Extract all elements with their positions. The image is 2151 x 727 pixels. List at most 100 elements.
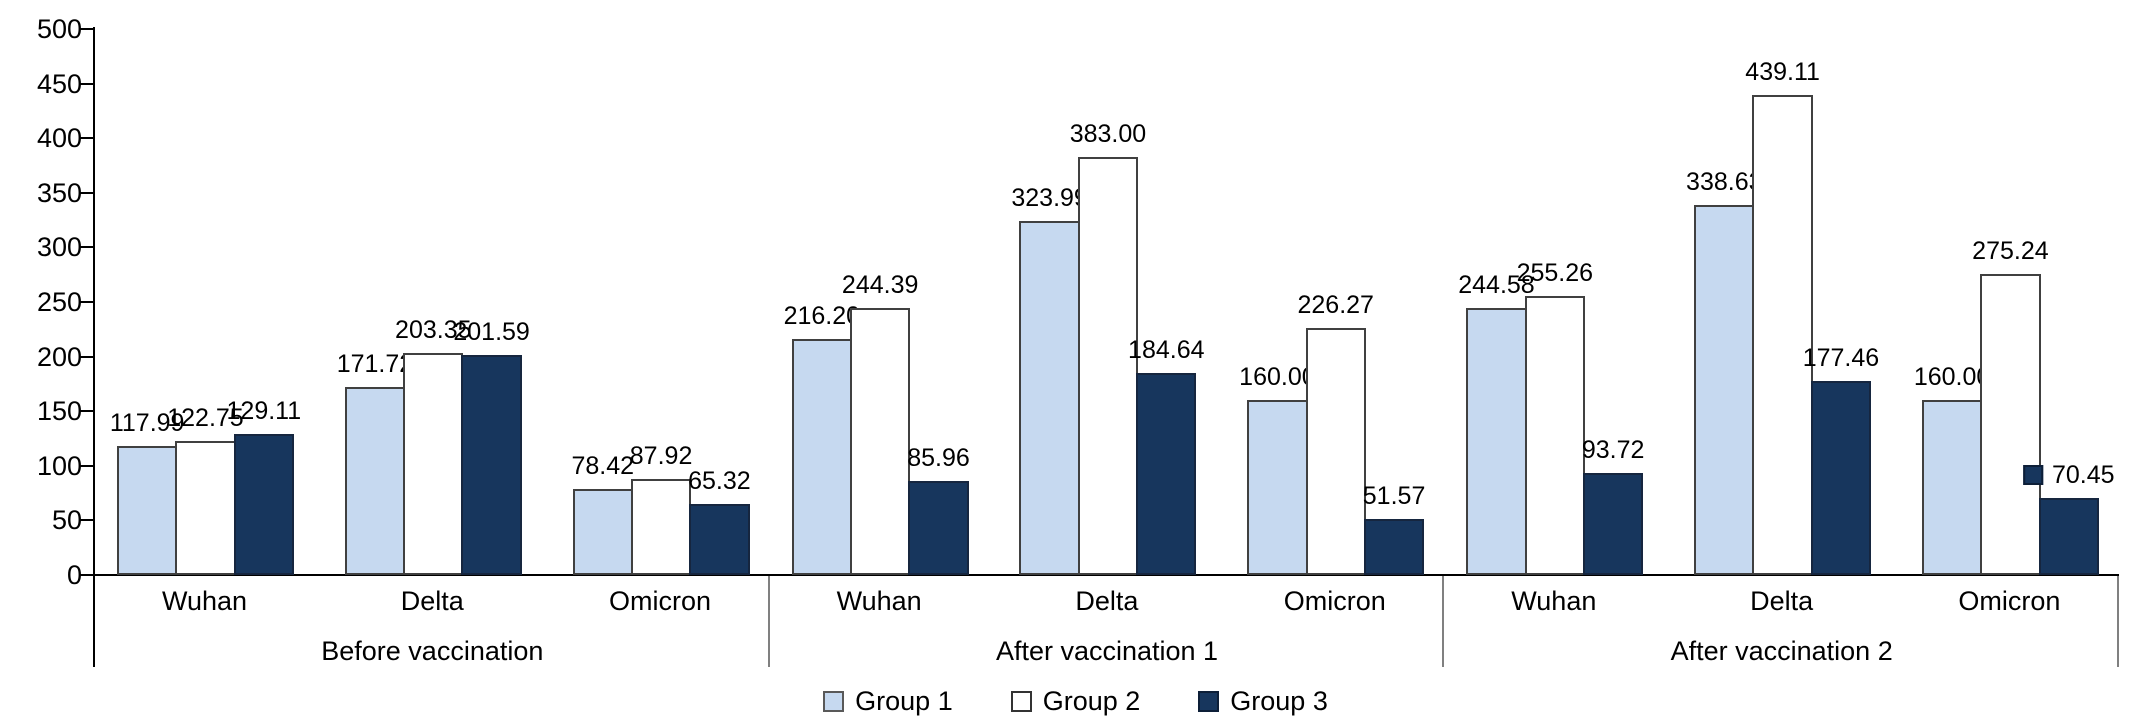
data-label-text: 129.11 [226, 397, 302, 425]
category-label: Delta [400, 586, 464, 616]
bar [1752, 95, 1813, 575]
data-label-text: 275.24 [1972, 237, 2049, 266]
data-label: 383.00 [1070, 119, 1146, 149]
data-label-text: 171.72 [336, 350, 414, 379]
data-label-text: 244.39 [841, 271, 919, 300]
bar [117, 446, 178, 575]
data-label: 275.24 [1972, 236, 2048, 266]
bar [233, 434, 294, 575]
bar [1019, 221, 1080, 575]
bar [2038, 498, 2099, 575]
bar [175, 440, 236, 575]
bar [344, 387, 406, 575]
legend-swatch-icon [823, 690, 845, 712]
data-label-text: 160.00 [1913, 363, 1991, 392]
data-label: 203.35 [395, 315, 471, 345]
data-label: 201.59 [453, 317, 529, 347]
data-label: 184.64 [1128, 335, 1204, 365]
category-label: Delta [1750, 586, 1814, 616]
data-label-text: 203.35 [395, 315, 472, 344]
data-label: 65.32 [688, 466, 751, 496]
data-label-text: 117.99 [109, 409, 185, 438]
y-tick-label: 250 [36, 287, 82, 317]
section-divider [2117, 576, 2119, 667]
legend-label: Group 1 [855, 686, 953, 716]
x-axis-line [93, 574, 2119, 576]
bar [1305, 327, 1366, 575]
data-label: 117.99 [110, 408, 185, 438]
section-divider [1442, 576, 1445, 667]
bar [1810, 381, 1872, 575]
y-tick-label: 300 [36, 232, 82, 263]
y-tick-label: 350 [36, 177, 82, 208]
data-label: 226.27 [1298, 290, 1374, 320]
category-label: Wuhan [1511, 586, 1597, 616]
category-label: Omicron [1283, 586, 1386, 616]
data-label: 323.99 [1011, 183, 1087, 213]
data-label: 93.72 [1582, 435, 1645, 465]
data-label-text: 78.42 [571, 452, 635, 481]
bar [1582, 472, 1644, 575]
y-axis-tick [80, 28, 93, 30]
y-tick-label: 450 [36, 68, 82, 99]
bar [1136, 373, 1197, 575]
data-label: 85.96 [907, 443, 970, 473]
data-label-text: 383.00 [1069, 119, 1147, 148]
y-axis-line [93, 27, 95, 667]
bar [1363, 518, 1425, 575]
y-tick-label: 150 [36, 396, 82, 427]
data-label-text: 184.64 [1128, 336, 1205, 365]
section-divider [767, 576, 770, 667]
data-label: 70.45 [2022, 460, 2115, 490]
data-label: 160.00 [1914, 362, 1990, 392]
bar [791, 338, 852, 575]
section-label: After vaccination 2 [1670, 636, 1893, 666]
data-label-text: 85.96 [907, 444, 970, 473]
data-label: 244.39 [842, 270, 918, 300]
bar [689, 503, 750, 575]
category-label: Wuhan [161, 586, 248, 616]
data-label-text: 439.11 [1745, 58, 1820, 87]
category-label: Omicron [609, 586, 712, 616]
bar [1524, 296, 1585, 575]
data-label: 160.00 [1239, 362, 1315, 392]
bar [1247, 400, 1308, 575]
bar [1077, 156, 1139, 575]
legend-item: Group 3 [1198, 686, 1328, 716]
data-label: 78.42 [571, 451, 634, 481]
data-label-text: 70.45 [2051, 461, 2115, 490]
legend: Group 1 Group 2 Group 3 [0, 686, 2151, 716]
data-label-text: 122.75 [167, 403, 244, 432]
legend-swatch-icon [1198, 690, 1220, 712]
y-tick-label: 400 [36, 123, 82, 154]
y-tick-label: 100 [36, 450, 82, 481]
data-label: 439.11 [1745, 57, 1820, 87]
data-label: 87.92 [630, 441, 693, 471]
data-label-text: 201.59 [453, 317, 530, 346]
legend-item: Group 1 [823, 686, 953, 716]
y-axis-tick [80, 574, 93, 576]
bar [1466, 307, 1527, 575]
data-label-text: 338.63 [1686, 168, 1763, 197]
bar [1694, 205, 1755, 575]
bar [572, 489, 633, 575]
legend-key-icon [2022, 465, 2043, 486]
bar [403, 352, 464, 575]
data-label-text: 65.32 [688, 466, 751, 495]
data-label-text: 51.57 [1362, 481, 1426, 510]
y-tick-label: 500 [36, 14, 82, 44]
data-label-text: 226.27 [1297, 290, 1374, 319]
data-label: 129.11 [227, 396, 302, 426]
data-label-text: 93.72 [1581, 435, 1645, 464]
y-axis-tick [80, 519, 93, 522]
data-label-text: 87.92 [629, 441, 693, 470]
data-label-text: 160.00 [1239, 363, 1316, 392]
section-label: After vaccination 1 [995, 636, 1219, 666]
y-axis-tick [80, 464, 93, 467]
bar [908, 481, 969, 575]
y-axis-tick [80, 246, 93, 249]
y-axis-tick [80, 301, 93, 303]
category-label: Omicron [1958, 586, 2061, 616]
y-tick-label: 200 [36, 341, 82, 372]
data-label: 255.26 [1517, 258, 1593, 288]
